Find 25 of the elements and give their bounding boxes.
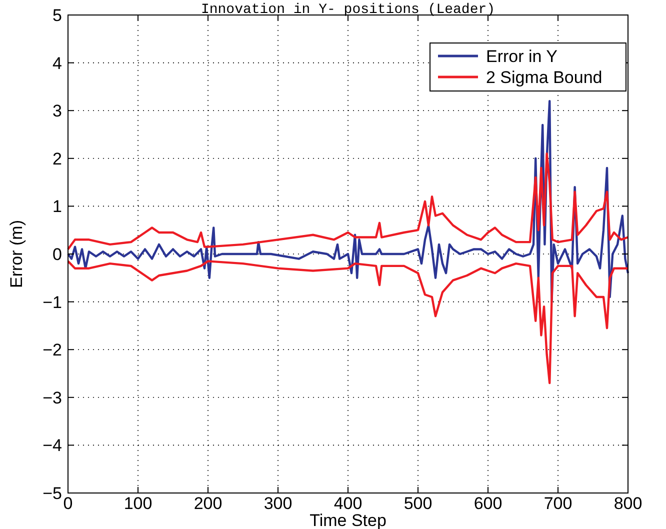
x-tick-label: 300 [264, 494, 292, 513]
y-tick-label: −1 [42, 292, 62, 312]
x-tick-label: 600 [474, 494, 502, 513]
legend-label: 2 Sigma Bound [486, 68, 602, 87]
line-series [66, 152, 630, 250]
legend-label: Error in Y [486, 47, 558, 66]
y-tick-label: −4 [42, 436, 62, 456]
y-tick-label: 1 [52, 197, 62, 216]
y-tick-label: 2 [52, 149, 62, 168]
x-tick-label: 400 [334, 494, 362, 513]
y-tick-label: −2 [42, 340, 62, 360]
y-axis-title: Error (m) [7, 220, 26, 288]
x-tick-label: 200 [194, 494, 222, 513]
y-tick-label: 4 [52, 54, 62, 73]
x-tick-label: 800 [614, 494, 642, 513]
line-series [66, 260, 630, 384]
y-tick-label: −3 [42, 388, 62, 408]
y-tick-label: 3 [52, 102, 62, 121]
y-tick-label: 0 [52, 245, 62, 264]
x-tick-label: 100 [124, 494, 152, 513]
y-tick-label: 5 [52, 6, 62, 25]
chart-title: Innovation in Y- positions (Leader) [200, 2, 496, 18]
x-tick-label: 700 [544, 494, 572, 513]
y-tick-label: −5 [42, 484, 62, 503]
x-tick-label: 500 [404, 494, 432, 513]
